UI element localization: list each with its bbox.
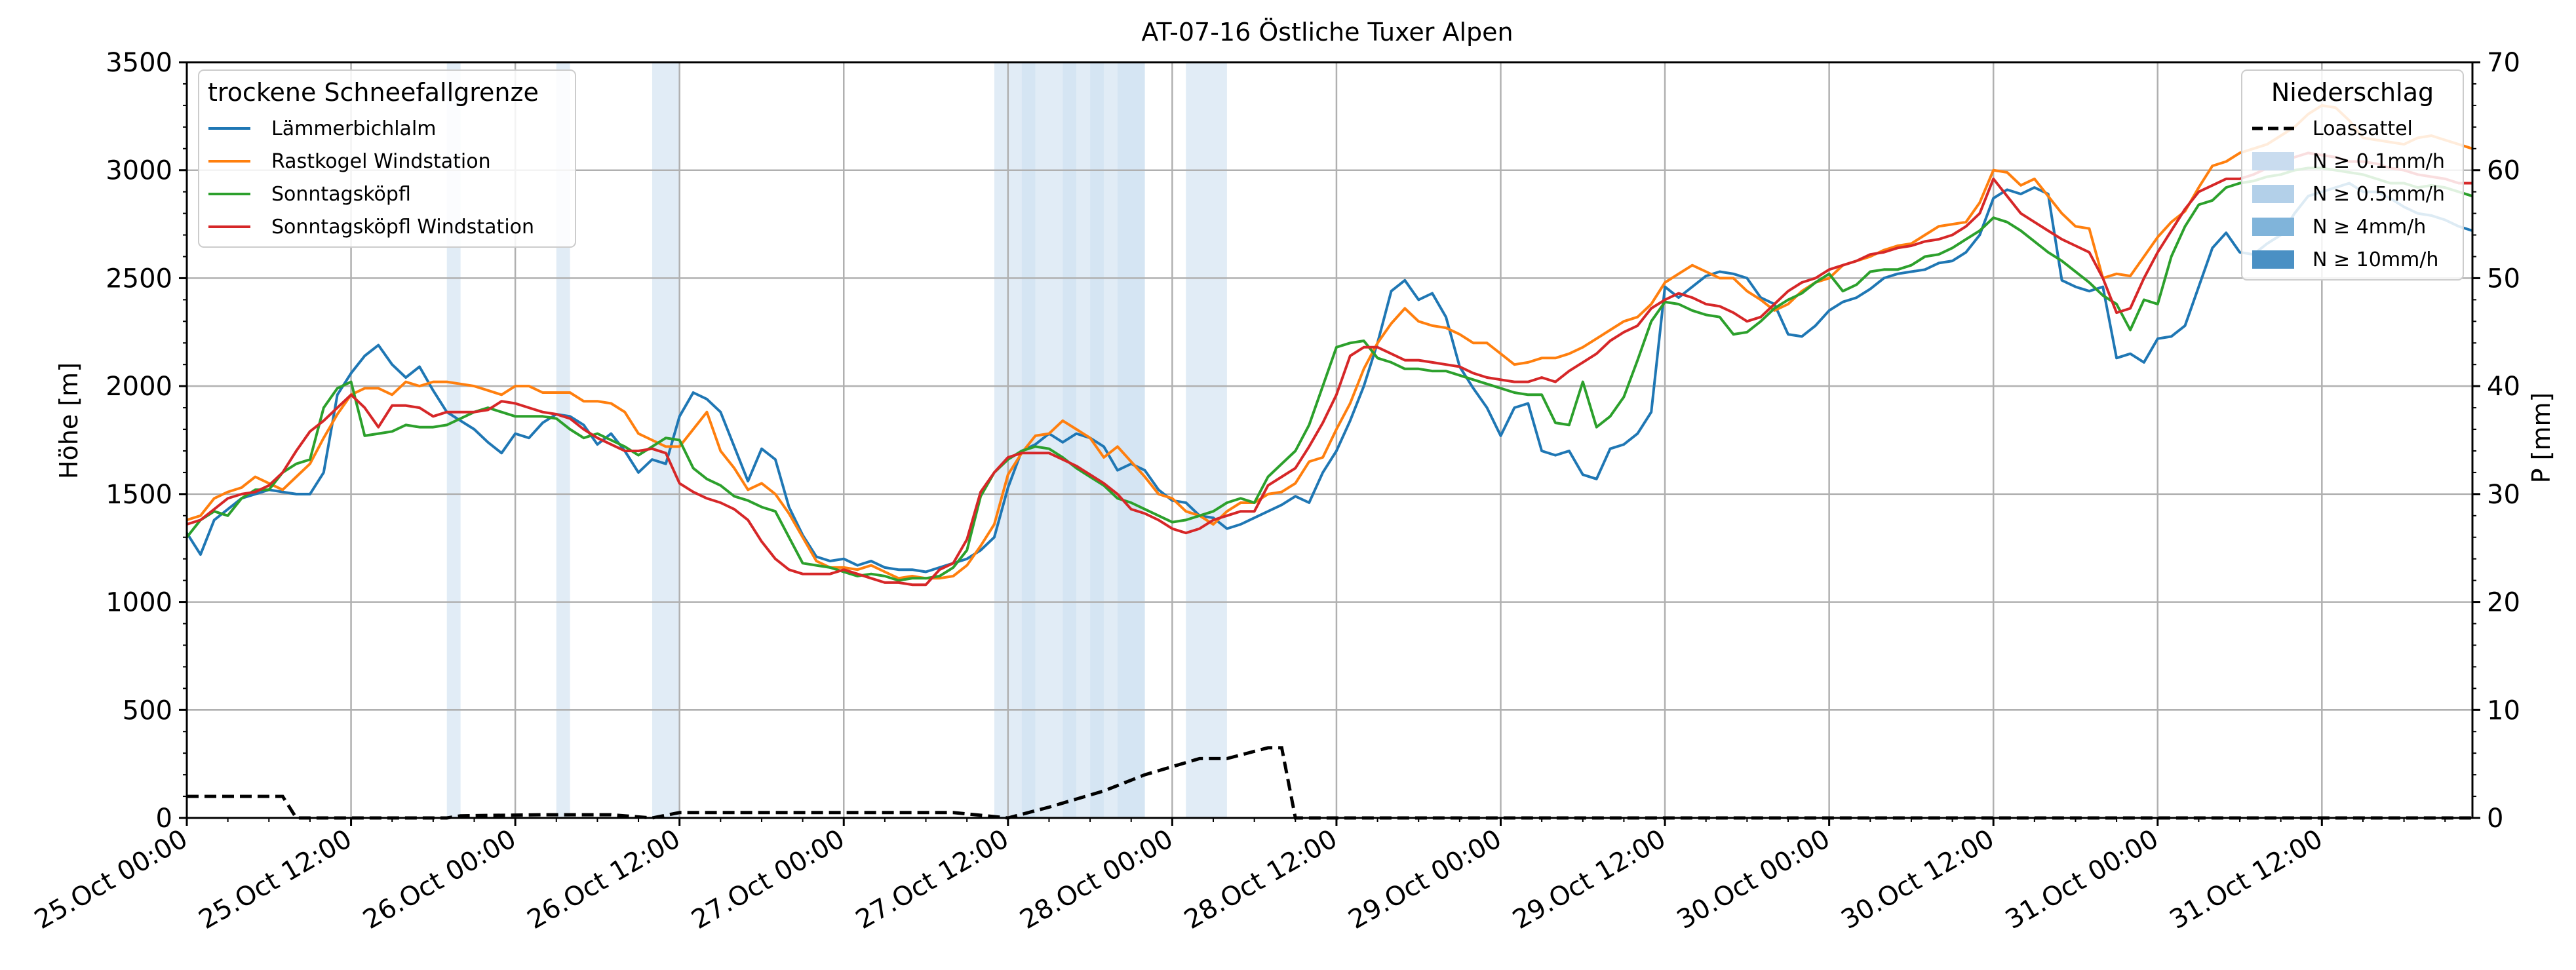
legend-band-label-0: N ≥ 0.1mm/h	[2313, 150, 2445, 173]
legend-snowline-title: trockene Schneefallgrenze	[208, 78, 539, 107]
x-tick-label-12: 25.Oct 12:00	[194, 824, 357, 935]
legend-band-swatch-1	[2252, 185, 2294, 203]
legend-snowline: trockene Schneefallgrenze Lämmerbichlalm…	[198, 69, 576, 248]
y-tick-label-500: 500	[123, 695, 172, 726]
x-tick-label-144: 31.Oct 00:00	[2000, 824, 2164, 935]
x-tick-label-72: 28.Oct 00:00	[1015, 824, 1179, 935]
x-tick-label-156: 31.Oct 12:00	[2164, 824, 2328, 935]
x-tick-label-108: 29.Oct 12:00	[1508, 824, 1671, 935]
x-tick-label-24: 26.Oct 00:00	[358, 824, 521, 935]
precip-band-6	[1063, 62, 1077, 818]
x-tick-label-96: 29.Oct 00:00	[1344, 824, 1507, 935]
plot-frame	[185, 61, 2474, 819]
x-tick-label-48: 27.Oct 00:00	[686, 824, 849, 935]
y2-tick-label-40: 40	[2487, 372, 2520, 402]
y-axis-label: Höhe [m]	[54, 362, 83, 479]
legend-band-swatch-3	[2252, 250, 2294, 269]
precip-band-1	[556, 62, 570, 818]
legend-precip-box	[2241, 69, 2464, 281]
series-line-2	[185, 166, 2473, 582]
y2-tick-label-20: 20	[2487, 588, 2520, 618]
legend-label-0: Lämmerbichlalm	[271, 117, 437, 140]
y-tick-label-0: 0	[156, 804, 172, 834]
legend-band-label-2: N ≥ 4mm/h	[2313, 216, 2426, 239]
legend-band-swatch-0	[2252, 152, 2294, 170]
legend-snowline-box	[198, 69, 576, 248]
precip-line-loassattel	[187, 746, 2472, 820]
legend-band-label-1: N ≥ 0.5mm/h	[2313, 183, 2445, 206]
y2-tick-label-60: 60	[2487, 156, 2520, 186]
precip-band-0	[446, 62, 461, 818]
x-tick-label-120: 30.Oct 00:00	[1672, 824, 1835, 935]
legend-precipitation: Niederschlag Loassattel N ≥ 0.1mm/h N ≥ 0…	[2241, 69, 2464, 281]
data-lines	[185, 104, 2473, 820]
legend-label-2: Sonntagsköpfl	[271, 183, 411, 206]
legend-band-label-3: N ≥ 10mm/h	[2313, 248, 2438, 271]
y-tick-label-3000: 3000	[106, 156, 172, 186]
y2-tick-label-70: 70	[2487, 48, 2520, 78]
x-tick-label-84: 28.Oct 12:00	[1179, 824, 1342, 935]
axes-frame	[185, 61, 2474, 819]
legend-loassattel-label: Loassattel	[2313, 117, 2413, 140]
x-tick-label-0: 25.Oct 00:00	[29, 824, 193, 935]
x-tick-label-132: 30.Oct 12:00	[1836, 824, 1999, 935]
grid-lines	[185, 61, 2472, 819]
x-tick-label-60: 27.Oct 12:00	[851, 824, 1014, 935]
x-tick-label-36: 26.Oct 12:00	[522, 824, 686, 935]
y-tick-label-2000: 2000	[106, 372, 172, 402]
precip-band-7	[1076, 62, 1091, 818]
precip-band-9	[1103, 62, 1118, 818]
precip-band-10	[1117, 62, 1145, 818]
y2-axis-label: P [mm]	[2527, 393, 2556, 484]
precip-band-11	[1186, 62, 1227, 818]
series-line-1	[186, 104, 2473, 580]
y-tick-label-1000: 1000	[106, 588, 172, 618]
chart-title: AT-07-16 Östliche Tuxer Alpen	[1141, 18, 1513, 47]
y-tick-label-1500: 1500	[106, 480, 172, 510]
precip-band-4	[1021, 62, 1036, 818]
series-line-3	[186, 151, 2472, 587]
y2-tick-label-0: 0	[2487, 804, 2503, 834]
legend-precip-title: Niederschlag	[2271, 78, 2434, 107]
legend-band-swatch-2	[2252, 218, 2294, 236]
precip-band-8	[1090, 62, 1104, 818]
y2-tick-label-50: 50	[2487, 263, 2520, 294]
legend-label-3: Sonntagsköpfl Windstation	[271, 216, 534, 239]
legend-label-1: Rastkogel Windstation	[271, 150, 491, 173]
y2-tick-label-10: 10	[2487, 695, 2520, 726]
y2-tick-label-30: 30	[2487, 480, 2520, 510]
y-tick-label-2500: 2500	[106, 263, 172, 294]
y-tick-label-3500: 3500	[106, 48, 172, 78]
